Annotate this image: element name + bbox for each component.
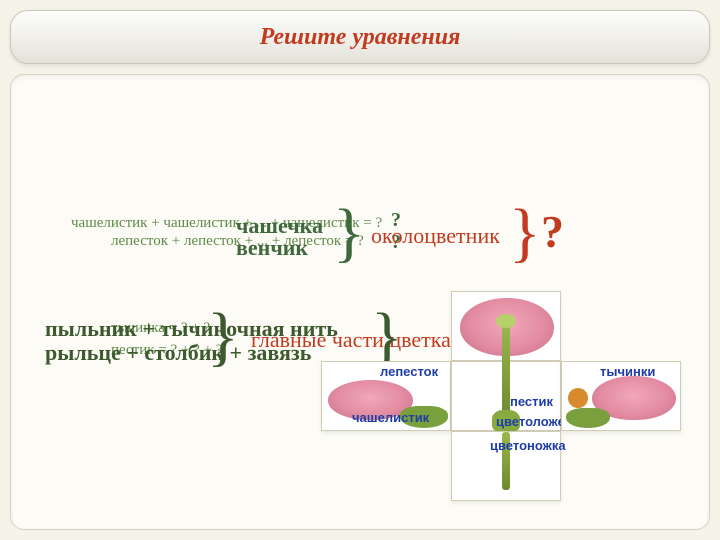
content-panel: чашелистик + чашелистик + ... + чашелист…	[10, 74, 710, 530]
diagram-piece-bottom: цветоножка	[451, 431, 561, 501]
label-tychinki: тычинки	[600, 364, 655, 379]
stigma-shape	[496, 314, 516, 328]
diagram-piece-right: тычинки	[561, 361, 681, 431]
label-pestik: пестик	[510, 394, 553, 409]
label-tsvetolozhe: цветоложе	[496, 414, 565, 429]
pistil-shape	[502, 322, 510, 422]
flower-diagram: лепесток чашелистик пестик цветоложе тыч…	[321, 291, 681, 501]
label-corolla: венчик	[236, 235, 308, 261]
label-chashelistik: чашелистик	[352, 410, 429, 425]
label-tsvetonozhka: цветоножка	[490, 438, 566, 453]
question-red: ?	[541, 205, 564, 258]
label-perianth: околоцветник	[371, 223, 500, 249]
brace-icon: }	[207, 299, 239, 375]
label-lepestok: лепесток	[380, 364, 438, 379]
diagram-piece-center: пестик цветоложе	[451, 361, 561, 431]
anther-shape	[568, 388, 588, 408]
page-title: Решите уравнения	[260, 24, 461, 51]
title-bar: Решите уравнения	[10, 10, 710, 64]
brace-icon: }	[509, 195, 541, 271]
sepal-shape	[566, 408, 610, 428]
brace-icon: }	[333, 195, 365, 271]
diagram-piece-left: лепесток чашелистик	[321, 361, 451, 431]
